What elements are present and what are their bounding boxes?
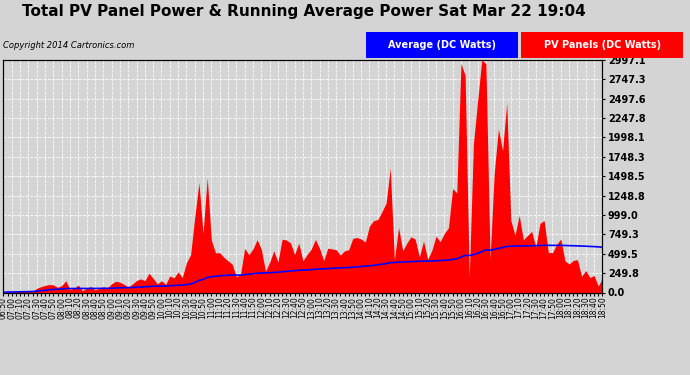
Text: Copyright 2014 Cartronics.com: Copyright 2014 Cartronics.com xyxy=(3,41,135,50)
Text: Average (DC Watts): Average (DC Watts) xyxy=(388,40,496,50)
Text: Total PV Panel Power & Running Average Power Sat Mar 22 19:04: Total PV Panel Power & Running Average P… xyxy=(21,4,586,19)
Text: PV Panels (DC Watts): PV Panels (DC Watts) xyxy=(544,40,661,50)
FancyBboxPatch shape xyxy=(521,32,683,58)
FancyBboxPatch shape xyxy=(366,32,518,58)
